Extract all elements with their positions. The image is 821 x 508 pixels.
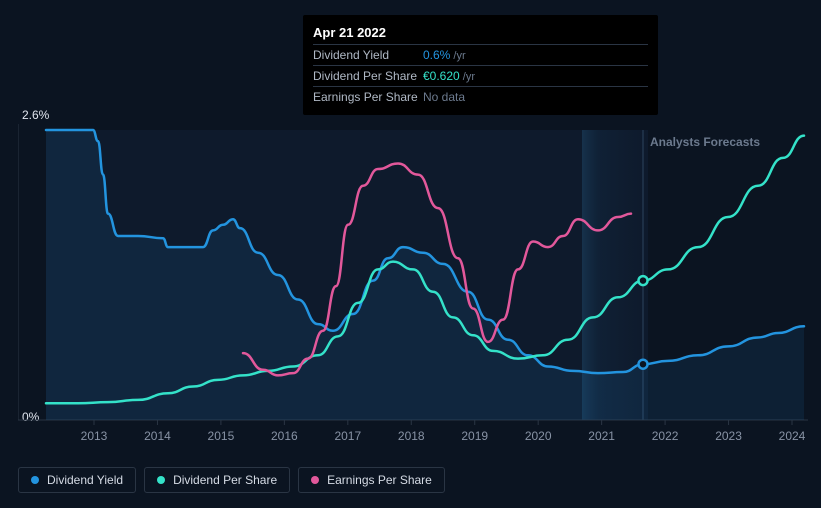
- legend-label: Dividend Yield: [47, 473, 123, 487]
- tooltip-date: Apr 21 2022: [313, 23, 648, 44]
- x-tick-label: 2016: [271, 429, 298, 443]
- tooltip-table: Dividend Yield0.6% /yrDividend Per Share…: [313, 44, 648, 107]
- legend-item[interactable]: Dividend Per Share: [144, 467, 290, 493]
- legend-label: Earnings Per Share: [327, 473, 432, 487]
- legend-dot-icon: [157, 476, 165, 484]
- x-tick-label: 2015: [208, 429, 235, 443]
- x-tick-label: 2021: [588, 429, 615, 443]
- x-tick-label: 2024: [779, 429, 806, 443]
- tooltip-metric-label: Dividend Yield: [313, 45, 423, 66]
- legend-bar: Dividend Yield Dividend Per Share Earnings…: [18, 467, 445, 493]
- tooltip-metric-value: €0.620 /yr: [423, 66, 648, 87]
- line-chart[interactable]: 2013 2014 2015 2016 2017 2018 2019 2020 2021 2022…: [18, 120, 808, 460]
- x-tick-label: 2023: [715, 429, 742, 443]
- x-tick-label: 2017: [334, 429, 361, 443]
- x-tick-label: 2022: [652, 429, 679, 443]
- legend-dot-icon: [311, 476, 319, 484]
- legend-item[interactable]: Earnings Per Share: [298, 467, 445, 493]
- legend-dot-icon: [31, 476, 39, 484]
- x-tick-label: 2013: [81, 429, 108, 443]
- x-tick-label: 2018: [398, 429, 425, 443]
- tooltip-metric-value: No data: [423, 87, 648, 108]
- tooltip-metric-label: Dividend Per Share: [313, 66, 423, 87]
- legend-label: Dividend Per Share: [173, 473, 277, 487]
- x-tick-label: 2019: [461, 429, 488, 443]
- chart-container: Apr 21 2022 Dividend Yield0.6% /yrDivide…: [0, 0, 821, 508]
- legend-item[interactable]: Dividend Yield: [18, 467, 136, 493]
- x-tick-label: 2014: [144, 429, 171, 443]
- hover-tooltip: Apr 21 2022 Dividend Yield0.6% /yrDivide…: [303, 15, 658, 115]
- tooltip-metric-label: Earnings Per Share: [313, 87, 423, 108]
- x-tick-label: 2020: [525, 429, 552, 443]
- tooltip-metric-value: 0.6% /yr: [423, 45, 648, 66]
